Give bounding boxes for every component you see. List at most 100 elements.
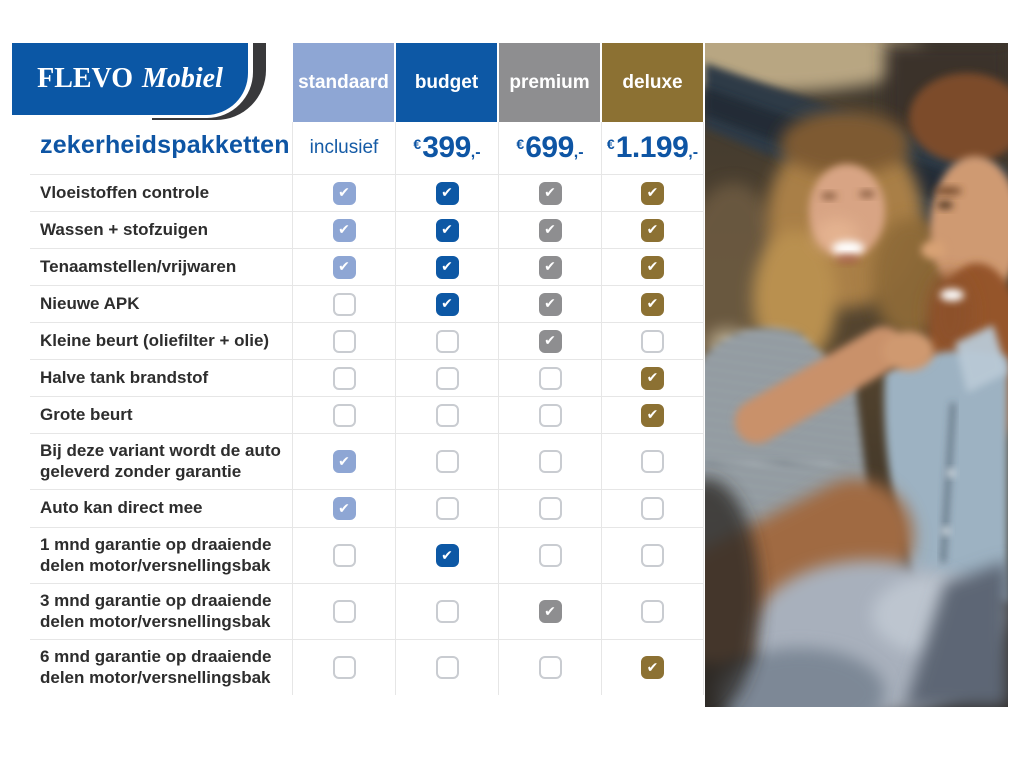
check-icon: ✔	[646, 659, 659, 676]
cell-premium: ✔	[498, 212, 601, 248]
cell-deluxe: ✔	[601, 212, 704, 248]
deluxe-checkbox[interactable]	[641, 544, 664, 567]
premium-checkbox[interactable]	[538, 497, 562, 520]
budget-checkbox[interactable]: ✔	[435, 181, 459, 205]
cell-budget	[395, 434, 498, 489]
price-suffix: ,-	[573, 144, 584, 161]
column-header-deluxe: deluxe	[602, 43, 703, 122]
deluxe-checkbox[interactable]: ✔	[641, 656, 664, 679]
deluxe-checkbox[interactable]: ✔	[641, 403, 664, 427]
budget-checkbox[interactable]	[435, 497, 459, 520]
deluxe-checkbox[interactable]	[641, 497, 664, 520]
cell-standaard	[292, 584, 395, 639]
standaard-checkbox[interactable]	[332, 329, 356, 353]
check-icon: ✔	[544, 222, 556, 238]
budget-checkbox[interactable]	[435, 329, 459, 353]
cell-standaard: ✔	[292, 490, 395, 527]
premium-checkbox[interactable]: ✔	[538, 218, 562, 242]
cell-premium	[498, 640, 601, 695]
deluxe-checkbox[interactable]: ✔	[641, 292, 664, 316]
cell-premium	[498, 490, 601, 527]
deluxe-checkbox[interactable]: ✔	[641, 255, 664, 279]
feature-label: Nieuwe APK	[40, 293, 140, 313]
cell-budget	[395, 323, 498, 359]
premium-checkbox[interactable]: ✔	[538, 181, 562, 205]
cell-premium: ✔	[498, 323, 601, 359]
deluxe-checkbox[interactable]: ✔	[641, 366, 664, 390]
cell-premium	[498, 528, 601, 583]
cell-deluxe: ✔	[601, 640, 704, 695]
standaard-checkbox[interactable]: ✔	[332, 218, 356, 242]
price-standaard: inclusief	[292, 122, 395, 174]
standaard-checkbox[interactable]	[332, 292, 356, 316]
deluxe-checkbox[interactable]	[641, 450, 664, 473]
premium-checkbox[interactable]	[538, 403, 562, 427]
cell-budget	[395, 640, 498, 695]
check-icon: ✔	[646, 370, 659, 386]
feature-label: Wassen + stofzuigen	[40, 219, 208, 239]
standaard-checkbox[interactable]	[332, 544, 356, 567]
deluxe-checkbox[interactable]	[641, 329, 664, 353]
package-table-body: Vloeistoffen controle ✔ ✔ ✔ ✔ Wassen + s…	[30, 174, 704, 695]
budget-checkbox[interactable]	[435, 366, 459, 390]
budget-checkbox[interactable]	[435, 656, 459, 679]
budget-checkbox[interactable]	[435, 450, 459, 473]
budget-checkbox[interactable]: ✔	[435, 544, 459, 567]
standaard-checkbox[interactable]: ✔	[332, 255, 356, 279]
standaard-checkbox[interactable]	[332, 600, 356, 623]
check-icon: ✔	[441, 222, 453, 238]
check-icon: ✔	[338, 259, 350, 275]
currency-symbol: €	[516, 136, 525, 152]
premium-checkbox[interactable]: ✔	[538, 329, 562, 353]
check-icon: ✔	[338, 500, 350, 517]
standaard-checkbox[interactable]	[332, 403, 356, 427]
premium-checkbox[interactable]: ✔	[538, 255, 562, 279]
cell-standaard	[292, 360, 395, 396]
cell-standaard	[292, 640, 395, 695]
cell-deluxe	[601, 490, 704, 527]
standaard-checkbox[interactable]: ✔	[332, 497, 356, 520]
table-row: Kleine beurt (oliefilter + olie) ✔	[30, 322, 704, 359]
table-row: Wassen + stofzuigen ✔ ✔ ✔ ✔	[30, 211, 704, 248]
cell-budget	[395, 360, 498, 396]
premium-checkbox[interactable]	[538, 366, 562, 390]
budget-checkbox[interactable]: ✔	[435, 218, 459, 242]
premium-checkbox[interactable]	[538, 656, 562, 679]
premium-checkbox[interactable]: ✔	[538, 292, 562, 316]
cell-budget: ✔	[395, 175, 498, 211]
standaard-checkbox[interactable]	[332, 366, 356, 390]
check-icon: ✔	[544, 603, 556, 620]
budget-checkbox[interactable]: ✔	[435, 255, 459, 279]
deluxe-checkbox[interactable]	[641, 600, 664, 623]
standaard-checkbox[interactable]	[332, 656, 356, 679]
table-row: Bij deze variant wordt de auto geleverd …	[30, 433, 704, 489]
standaard-checkbox[interactable]: ✔	[332, 181, 356, 205]
brand-name-secondary: Mobiel	[142, 63, 223, 94]
cell-deluxe	[601, 323, 704, 359]
brand-logo: FLEVO Mobiel	[12, 43, 270, 123]
check-icon: ✔	[544, 296, 556, 312]
check-icon: ✔	[646, 185, 659, 201]
premium-checkbox[interactable]	[538, 450, 562, 473]
table-row: Auto kan direct mee ✔	[30, 489, 704, 527]
premium-checkbox[interactable]: ✔	[538, 600, 562, 623]
budget-checkbox[interactable]	[435, 403, 459, 427]
deluxe-checkbox[interactable]: ✔	[641, 181, 664, 205]
table-row: 1 mnd garantie op draaiende delen motor/…	[30, 527, 704, 583]
check-icon: ✔	[646, 296, 659, 312]
cell-premium: ✔	[498, 286, 601, 322]
feature-label: Kleine beurt (oliefilter + olie)	[40, 330, 270, 350]
cell-standaard: ✔	[292, 434, 395, 489]
feature-label: Auto kan direct mee	[40, 498, 203, 518]
cell-premium: ✔	[498, 175, 601, 211]
budget-checkbox[interactable]	[435, 600, 459, 623]
standaard-checkbox[interactable]: ✔	[332, 450, 356, 473]
cell-standaard: ✔	[292, 212, 395, 248]
premium-checkbox[interactable]	[538, 544, 562, 567]
price-row: inclusief € 399 ,- € 699 ,- € 1.199 ,-	[30, 122, 704, 174]
feature-label: 1 mnd garantie op draaiende delen motor/…	[40, 535, 272, 575]
budget-checkbox[interactable]: ✔	[435, 292, 459, 316]
check-icon: ✔	[646, 407, 659, 423]
price-amount: 1.199	[615, 131, 689, 164]
deluxe-checkbox[interactable]: ✔	[641, 218, 664, 242]
